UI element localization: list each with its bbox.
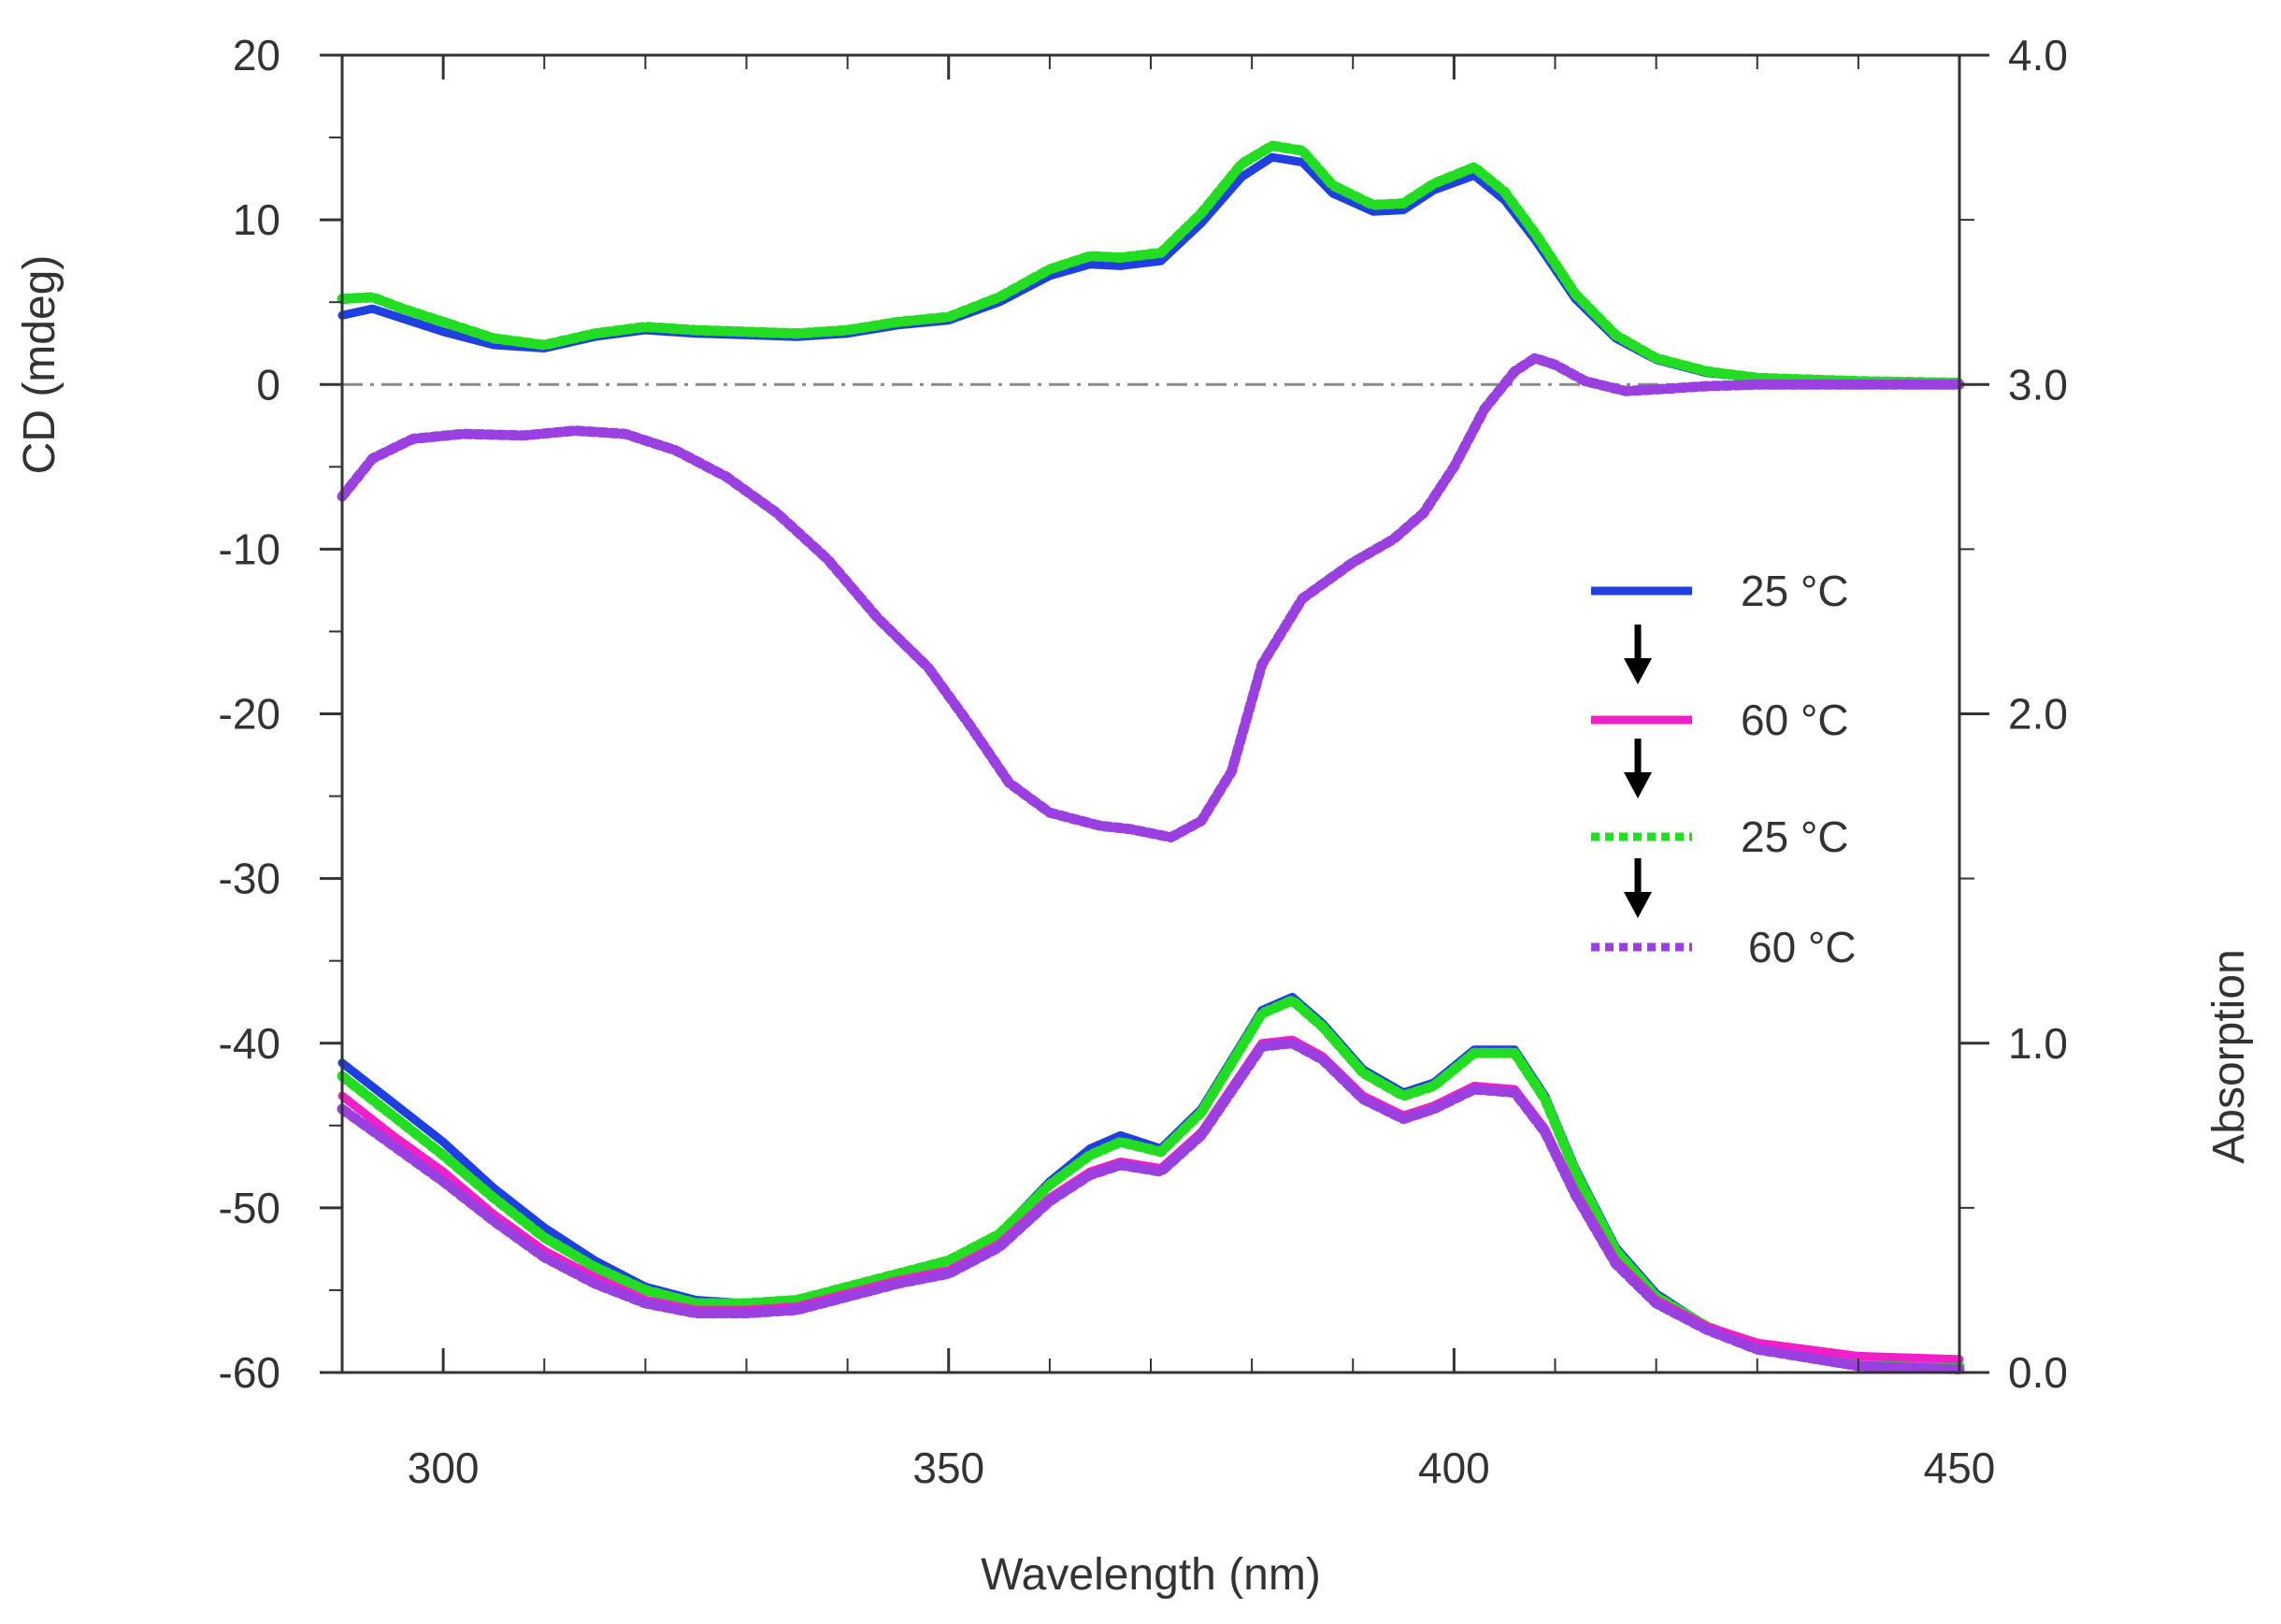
y2-tick-label: 3.0 (2008, 360, 2068, 409)
legend-label-1: 25 °C (1741, 567, 1849, 615)
y-tick-label: -10 (219, 525, 280, 573)
x-tick-label: 400 (1418, 1444, 1490, 1492)
y2-axis-title: Absorption (2204, 949, 2254, 1163)
ticks-layer (320, 53, 1989, 1374)
legend: 25 °C 60 °C 25 °C 60 °C (1591, 567, 1857, 971)
y2-tick-label: 2.0 (2008, 690, 2068, 739)
y2-tick-label: 4.0 (2008, 31, 2068, 79)
series-line-absorption-7 (337, 1035, 1964, 1364)
y-tick-label: -40 (219, 1019, 280, 1068)
y-tick-label: -30 (219, 855, 280, 903)
series-line-cd-1 (337, 152, 1964, 387)
legend-label-3: 25 °C (1741, 812, 1849, 861)
x-tick-label: 350 (912, 1444, 984, 1492)
legend-arrow-icon (1624, 739, 1652, 798)
series-line-cd-4 (337, 352, 1965, 843)
legend-label-4: 60 °C (1748, 923, 1857, 971)
series-line-cd-2 (337, 140, 1965, 388)
y-tick-label: -50 (219, 1184, 280, 1232)
series-line-absorption-5 (337, 992, 1964, 1371)
x-tick-label: 450 (1924, 1444, 1996, 1492)
x-axis-title: Wavelength (nm) (981, 1550, 1321, 1600)
series-layer (337, 140, 1965, 1374)
legend-label-2: 60 °C (1741, 696, 1849, 744)
y-tick-label: -20 (219, 690, 280, 739)
y-tick-label: 0 (256, 360, 280, 409)
y-axis-title: CD (mdeg) (15, 255, 65, 475)
y-tick-label: -60 (219, 1348, 280, 1397)
y2-tick-label: 1.0 (2008, 1019, 2068, 1068)
legend-arrow-icon (1624, 625, 1652, 684)
x-tick-label: 300 (408, 1444, 480, 1492)
y-tick-label: 20 (233, 31, 280, 79)
series-line-absorption-8 (337, 1038, 1965, 1374)
tick-labels-layer: 300 350 400 450 20 10 0 -10 -20 -30 -40 -50 -60 4.0 3.… (219, 31, 2068, 1492)
y2-tick-label: 0.0 (2008, 1348, 2068, 1397)
y-tick-label: 10 (233, 195, 280, 244)
legend-arrow-icon (1624, 858, 1652, 918)
series-line-absorption-6 (337, 995, 1965, 1372)
